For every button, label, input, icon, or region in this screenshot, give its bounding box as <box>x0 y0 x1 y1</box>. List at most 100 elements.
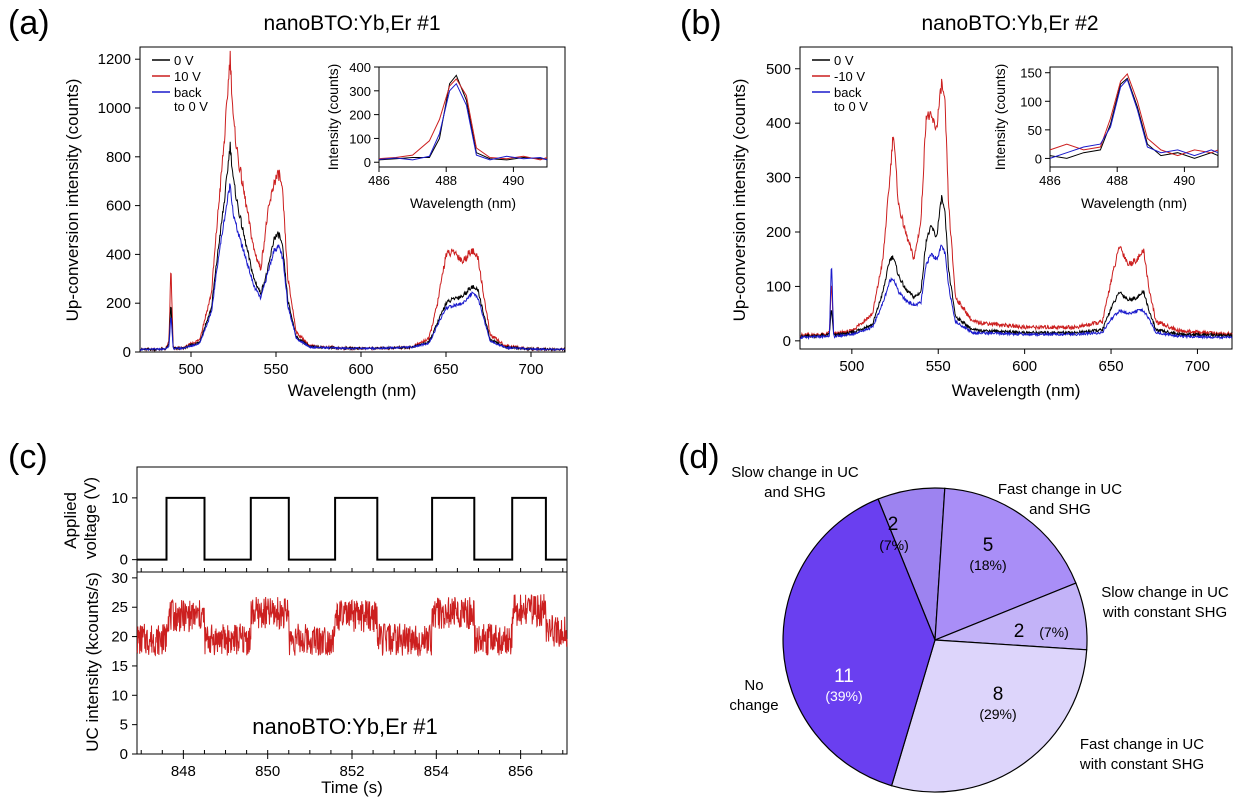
legend-label: -10 V <box>834 69 865 84</box>
x-tick-label: 850 <box>255 763 280 780</box>
x-tick-label: 550 <box>263 361 288 378</box>
panel-a-inset-frame <box>378 66 548 168</box>
y-tick-label: 30 <box>111 570 128 587</box>
panel-label-a: (a) <box>8 4 50 42</box>
x-tick-label: 650 <box>433 361 458 378</box>
series-line-0 <box>139 141 566 353</box>
x-tick-label: 500 <box>839 358 864 375</box>
panel-b-inset-x-label: Wavelength (nm) <box>1081 195 1187 211</box>
panel-a-inset-y-axis: 0 100 200 300 400 <box>349 60 379 170</box>
y-tick-label: 800 <box>106 149 131 166</box>
x-tick-label: 600 <box>1012 358 1037 375</box>
panel-b-inset-y-label: Intensity (counts) <box>992 64 1008 171</box>
series-line-2 <box>799 244 1233 340</box>
panel-c: (c) 0 10 0 5 10 15 20 25 30 848 850 852 854 856 App… <box>8 438 568 797</box>
panel-label-d: (d) <box>678 438 720 476</box>
x-tick-label: 490 <box>503 173 525 188</box>
panel-label-c: (c) <box>8 438 48 476</box>
x-tick-label: 488 <box>1106 173 1128 188</box>
y-tick-label: 400 <box>349 60 371 75</box>
y-tick-label: 10 <box>111 687 128 704</box>
x-tick-label: 848 <box>171 763 196 780</box>
panel-a-plot-frame <box>139 46 566 353</box>
panel-b-plot-frame <box>799 46 1233 350</box>
panel-a-inset-x-axis: 486 488 490 <box>368 167 524 188</box>
panel-label-b: (b) <box>680 4 722 42</box>
y-tick-label: 0 <box>120 746 128 763</box>
pie-label-1: and SHG <box>1029 501 1091 518</box>
legend-label: 0 V <box>174 53 194 68</box>
y-tick-label: 1200 <box>98 51 131 68</box>
x-tick-label: 650 <box>1099 358 1124 375</box>
legend-label: to 0 V <box>834 99 868 114</box>
series-line-0 <box>799 194 1233 340</box>
panel-d: (d) 2 (7%) Slow change in UC and SHG 5(18%) F… <box>678 438 1229 793</box>
pie-count-3: 8 <box>993 684 1004 705</box>
pie-slice-3 <box>890 639 1088 793</box>
y-tick-label: 15 <box>111 658 128 675</box>
panel-c-top-y-axis: 0 10 <box>111 490 137 569</box>
panel-a-x-label: Wavelength (nm) <box>288 381 417 400</box>
inset-series-line-0 <box>378 74 548 161</box>
panel-a-series <box>139 50 566 353</box>
y-tick-label: 0 <box>123 344 131 361</box>
panel-b-title: nanoBTO:Yb,Er #2 <box>921 12 1098 35</box>
y-tick-label: 20 <box>111 629 128 646</box>
y-tick-label: 100 <box>1020 94 1042 109</box>
y-tick-label: 400 <box>766 115 791 132</box>
x-tick-label: 486 <box>1039 173 1061 188</box>
y-tick-label: 100 <box>349 131 371 146</box>
pie-percent-4: (39%) <box>825 688 862 704</box>
y-tick-label: 50 <box>1028 123 1042 138</box>
y-tick-label: 25 <box>111 599 128 616</box>
panel-a-inset-y-label: Intensity (counts) <box>325 64 341 171</box>
panel-b-x-label: Wavelength (nm) <box>952 381 1081 400</box>
y-tick-label: 0 <box>364 155 371 170</box>
panel-c-bottom-y-label: UC intensity (kcounts/s) <box>83 572 102 752</box>
y-tick-label: 0 <box>120 552 128 569</box>
panel-b-x-axis: 500 550 600 650 700 <box>839 349 1210 375</box>
inset-series-line-2 <box>1049 78 1219 159</box>
panel-b-series <box>799 78 1233 340</box>
y-tick-label: 300 <box>766 170 791 187</box>
pie-percent-0: (7%) <box>879 537 909 553</box>
y-tick-label: 10 <box>111 490 128 507</box>
pie-percent-2: (7%) <box>1039 624 1069 640</box>
pie-slice-1 <box>934 487 1077 641</box>
pie-label-4: No <box>744 677 763 694</box>
y-tick-label: 200 <box>106 295 131 312</box>
x-tick-label: 486 <box>368 173 390 188</box>
panel-b-inset-x-axis: 486 488 490 <box>1039 167 1195 188</box>
pie-label-1: Fast change in UC <box>998 481 1122 498</box>
y-tick-label: 0 <box>1035 151 1042 166</box>
panel-a-inset-series <box>378 74 548 161</box>
panel-a-y-label: Up-conversion intensity (counts) <box>63 79 82 322</box>
panel-c-x-label: Time (s) <box>321 778 383 797</box>
y-tick-label: 400 <box>106 246 131 263</box>
x-tick-label: 852 <box>339 763 364 780</box>
legend-label: back <box>174 85 202 100</box>
panel-b-y-axis: 0 100 200 300 400 500 <box>766 61 800 350</box>
pie-label-2: Slow change in UC <box>1101 584 1229 601</box>
panel-b: (b) nanoBTO:Yb,Er #2 500 550 600 650 700 010… <box>680 4 1233 400</box>
pie-count-0: 2 <box>888 514 899 535</box>
panel-a: (a) nanoBTO:Yb,Er #1 500 550 600 650 700 0 20… <box>8 4 566 400</box>
y-tick-label: 0 <box>783 333 791 350</box>
x-tick-label: 600 <box>348 361 373 378</box>
y-tick-label: 600 <box>106 198 131 215</box>
panel-b-inset-frame <box>1049 66 1219 168</box>
panel-a-x-axis: 500 550 600 650 700 <box>178 352 544 378</box>
panel-c-top-frame <box>136 466 568 573</box>
panel-b-inset-y-axis: 0 50 100 150 <box>1020 66 1050 166</box>
panel-c-x-axis: 848 850 852 854 856 <box>140 568 564 780</box>
panel-a-title: nanoBTO:Yb,Er #1 <box>263 12 440 35</box>
pie-label-0: and SHG <box>764 484 826 501</box>
panel-c-bottom-series <box>136 594 568 658</box>
x-tick-label: 700 <box>518 361 543 378</box>
panel-c-title: nanoBTO:Yb,Er #1 <box>252 714 438 739</box>
legend-label: back <box>834 85 862 100</box>
y-tick-label: 300 <box>349 84 371 99</box>
pie-count-2: 2 <box>1014 621 1025 642</box>
